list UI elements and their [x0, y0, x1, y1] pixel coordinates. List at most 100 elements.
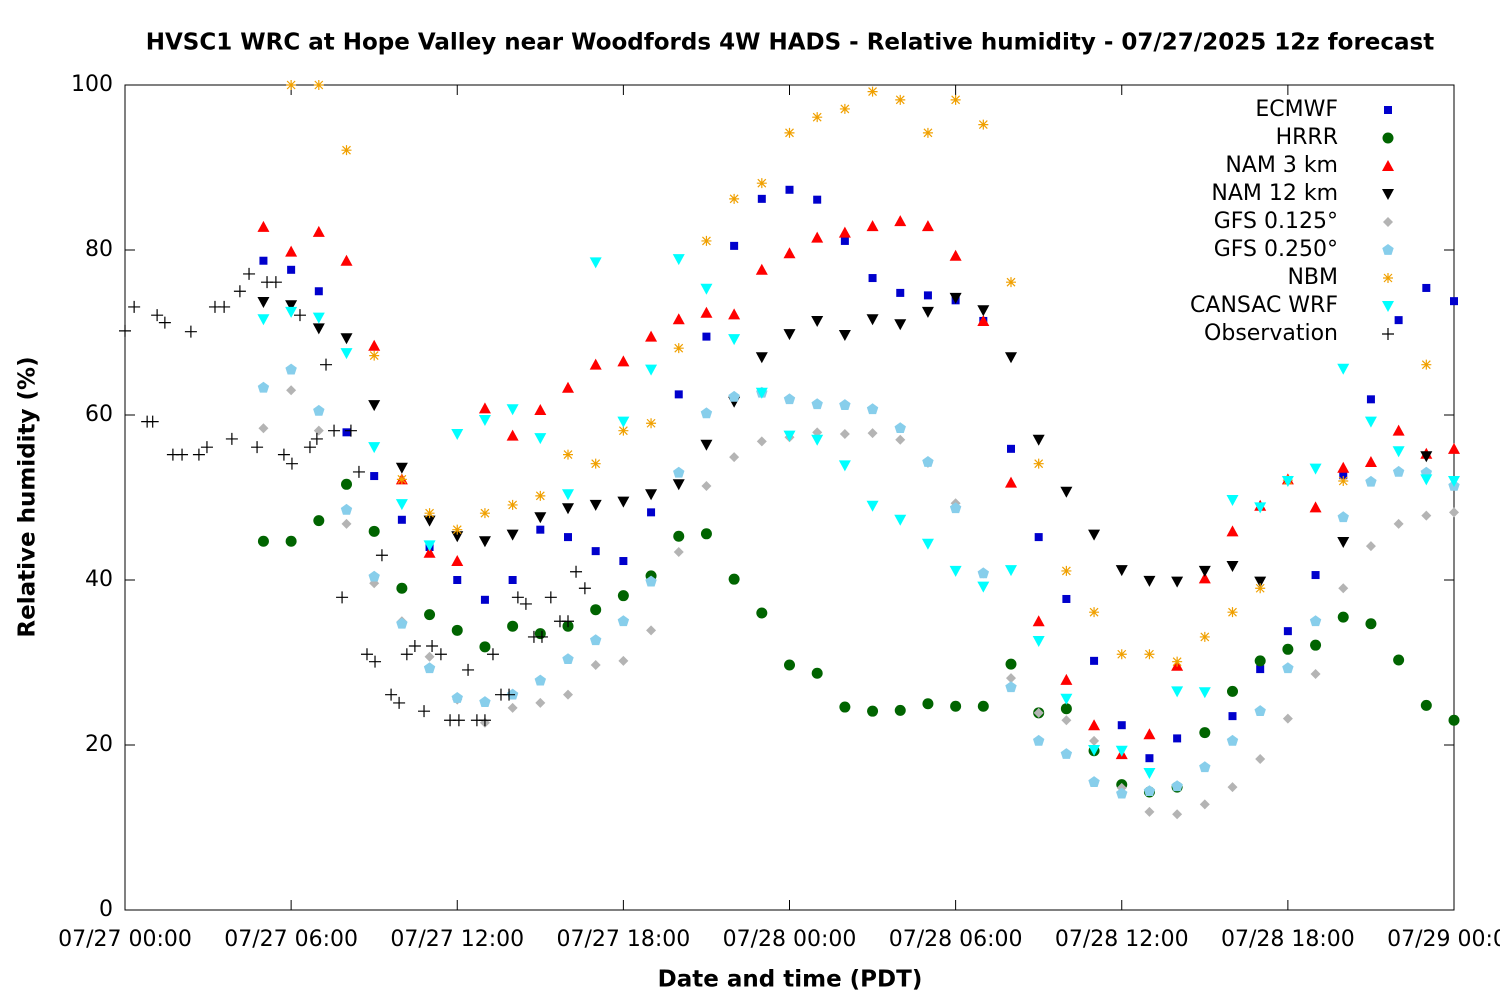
- data-point: [563, 689, 573, 700]
- data-point: [895, 94, 906, 105]
- data-point: [368, 400, 381, 412]
- data-point: [310, 432, 323, 445]
- data-point: [1393, 654, 1405, 666]
- data-point: [1337, 537, 1350, 549]
- data-point: [589, 634, 602, 646]
- data-point: [1198, 687, 1211, 699]
- x-tick-label: 07/27 06:00: [224, 927, 358, 952]
- data-point: [978, 119, 989, 130]
- data-point: [1172, 656, 1183, 667]
- data-point: [285, 300, 298, 312]
- data-point: [1061, 715, 1072, 726]
- x-tick-label: 07/27 00:00: [58, 927, 192, 952]
- data-point: [1226, 560, 1239, 572]
- data-point: [158, 316, 171, 329]
- data-point: [368, 442, 381, 454]
- data-point: [756, 436, 767, 447]
- data-point: [785, 185, 794, 194]
- data-point: [1032, 434, 1045, 446]
- data-point: [838, 329, 851, 341]
- legend-marker: [1382, 160, 1394, 171]
- data-point: [1281, 476, 1294, 487]
- data-point: [424, 609, 436, 621]
- data-point: [451, 691, 463, 703]
- data-point: [728, 308, 741, 320]
- data-point: [617, 496, 630, 508]
- data-point: [784, 127, 795, 138]
- data-point: [1061, 565, 1072, 576]
- data-point: [451, 428, 464, 440]
- data-point: [341, 145, 352, 156]
- data-point: [479, 641, 491, 653]
- data-point: [1005, 565, 1017, 577]
- data-point: [1421, 510, 1432, 521]
- data-point: [259, 256, 268, 265]
- data-point: [277, 448, 290, 461]
- data-point: [647, 508, 656, 517]
- data-point: [395, 462, 408, 474]
- data-point: [1309, 501, 1322, 513]
- data-point: [486, 648, 499, 661]
- data-point: [1060, 673, 1073, 685]
- data-point: [977, 700, 989, 712]
- data-point: [1364, 456, 1377, 468]
- data-point: [393, 696, 406, 709]
- legend-marker: [1382, 301, 1394, 312]
- data-point: [508, 576, 517, 584]
- data-point: [811, 231, 824, 243]
- data-point: [757, 194, 766, 203]
- data-point: [1450, 297, 1458, 306]
- data-point: [1337, 611, 1349, 623]
- data-point: [1392, 446, 1405, 458]
- data-point: [287, 265, 296, 274]
- data-point: [1338, 476, 1349, 486]
- legend-marker: [1383, 273, 1393, 283]
- data-point: [1254, 705, 1266, 717]
- data-point: [1309, 615, 1322, 627]
- data-point: [534, 674, 547, 686]
- data-point: [396, 474, 407, 485]
- y-tick-label: 20: [85, 732, 113, 757]
- data-point: [192, 448, 205, 461]
- data-point: [257, 535, 269, 547]
- data-point: [313, 404, 325, 416]
- data-point: [894, 215, 907, 227]
- data-point: [1117, 721, 1126, 730]
- legend-label: GFS 0.125°: [1214, 209, 1338, 234]
- y-tick-label: 40: [85, 567, 113, 592]
- data-point: [535, 630, 548, 643]
- data-point: [728, 334, 741, 346]
- data-point: [285, 535, 297, 547]
- data-point: [313, 80, 324, 90]
- data-point: [700, 439, 713, 451]
- data-point: [233, 285, 246, 298]
- data-point: [673, 546, 684, 557]
- data-point: [312, 323, 325, 335]
- data-point: [434, 648, 447, 661]
- data-point: [673, 343, 684, 354]
- data-point: [395, 499, 408, 511]
- data-point: [729, 452, 740, 463]
- legend-label: NAM 12 km: [1211, 181, 1338, 206]
- data-point: [1255, 754, 1266, 765]
- data-point: [619, 557, 628, 566]
- data-point: [453, 576, 462, 584]
- data-point: [645, 330, 658, 342]
- data-point: [535, 490, 546, 501]
- data-point: [480, 595, 489, 604]
- data-point: [1256, 665, 1265, 674]
- data-point: [672, 479, 685, 491]
- data-point: [360, 648, 373, 661]
- data-point: [921, 306, 934, 318]
- data-point: [507, 620, 519, 632]
- data-point: [368, 525, 380, 537]
- data-point: [922, 698, 934, 710]
- legend-marker: [1382, 132, 1394, 144]
- data-point: [894, 422, 906, 434]
- data-point: [336, 591, 349, 604]
- legend-label: NAM 3 km: [1225, 153, 1338, 178]
- data-point: [340, 503, 353, 515]
- data-point: [895, 434, 906, 445]
- data-point: [674, 390, 683, 399]
